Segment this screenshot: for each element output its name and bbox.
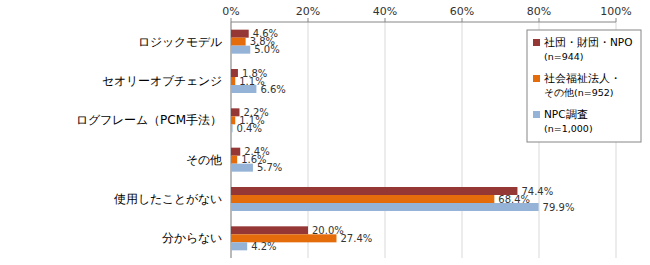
data-label: 0.4% xyxy=(237,123,262,134)
tick-mark xyxy=(385,18,386,22)
chart: 0% 20% 40% 60% 80% 100% 4.6%3.8%5.0%1.8%1.1%6.… xyxy=(0,0,650,265)
tick-label: 0% xyxy=(222,5,239,18)
tick-mark xyxy=(539,18,540,22)
tick-label: 100% xyxy=(600,5,631,18)
legend-line: (n=944) xyxy=(544,51,584,62)
tick-label: 60% xyxy=(450,5,474,18)
tick-mark xyxy=(231,18,232,22)
legend-line: (n=1,000) xyxy=(544,123,593,134)
data-label: 5.0% xyxy=(254,44,279,55)
data-label: 68.4% xyxy=(498,194,530,205)
tick-mark xyxy=(462,18,463,22)
data-labels: 4.6%3.8%5.0%1.8%1.1%6.6%2.2%1.1%0.4%2.4%… xyxy=(237,28,575,252)
bar xyxy=(231,124,233,132)
tick-label: 40% xyxy=(373,5,397,18)
bars xyxy=(231,30,539,251)
legend-label: NPC調査 (n=1,000) xyxy=(544,108,593,134)
legend-line: NPC調査 xyxy=(544,108,588,120)
legend-box xyxy=(527,30,641,142)
tick-mark xyxy=(308,18,309,22)
data-label: 20.0% xyxy=(312,225,344,236)
legend-line: 社会福祉法人・ xyxy=(544,72,621,84)
bar xyxy=(231,203,539,211)
tick-label: 80% xyxy=(527,5,551,18)
legend-swatch xyxy=(533,111,540,118)
bar xyxy=(231,46,250,54)
category-label: 分からない xyxy=(162,231,222,245)
bar xyxy=(231,116,235,124)
legend: 社団・財団・NPO (n=944) 社会福祉法人・その他(n=952) NPC調査 (n… xyxy=(527,30,641,142)
category-label: セオリーオブチェンジ xyxy=(102,74,222,88)
legend-swatch xyxy=(533,75,540,82)
data-label: 6.6% xyxy=(260,84,285,95)
bar xyxy=(231,156,237,164)
data-label: 5.7% xyxy=(257,162,282,173)
bar xyxy=(231,108,239,116)
bar xyxy=(231,148,240,156)
tick-mark xyxy=(616,18,617,22)
bar xyxy=(231,30,249,38)
bar xyxy=(231,38,246,46)
category-label: ロジックモデル xyxy=(138,35,222,49)
tick-label: 20% xyxy=(296,5,320,18)
bar xyxy=(231,77,235,85)
legend-swatch xyxy=(533,39,540,46)
bar xyxy=(231,226,308,234)
bar xyxy=(231,195,494,203)
bar xyxy=(231,69,238,77)
legend-label: 社会福祉法人・その他(n=952) xyxy=(544,72,621,98)
legend-label: 社団・財団・NPO (n=944) xyxy=(544,36,632,62)
bar xyxy=(231,242,247,250)
grid-line xyxy=(462,22,463,258)
category-label: 使用したことがない xyxy=(114,192,222,206)
data-label: 4.2% xyxy=(251,241,276,252)
grid-line xyxy=(308,22,309,258)
x-axis-line xyxy=(231,22,616,23)
grid-line xyxy=(231,22,232,258)
legend-line: 社団・財団・NPO xyxy=(544,36,632,48)
legend-line: その他(n=952) xyxy=(544,87,614,98)
category-label: その他 xyxy=(186,153,222,167)
data-label: 27.4% xyxy=(340,233,372,244)
category-label: ログフレーム（PCM手法） xyxy=(76,113,222,127)
y-axis-line xyxy=(231,22,232,258)
bar xyxy=(231,187,517,195)
data-label: 79.9% xyxy=(543,202,575,213)
grid-line xyxy=(385,22,386,258)
